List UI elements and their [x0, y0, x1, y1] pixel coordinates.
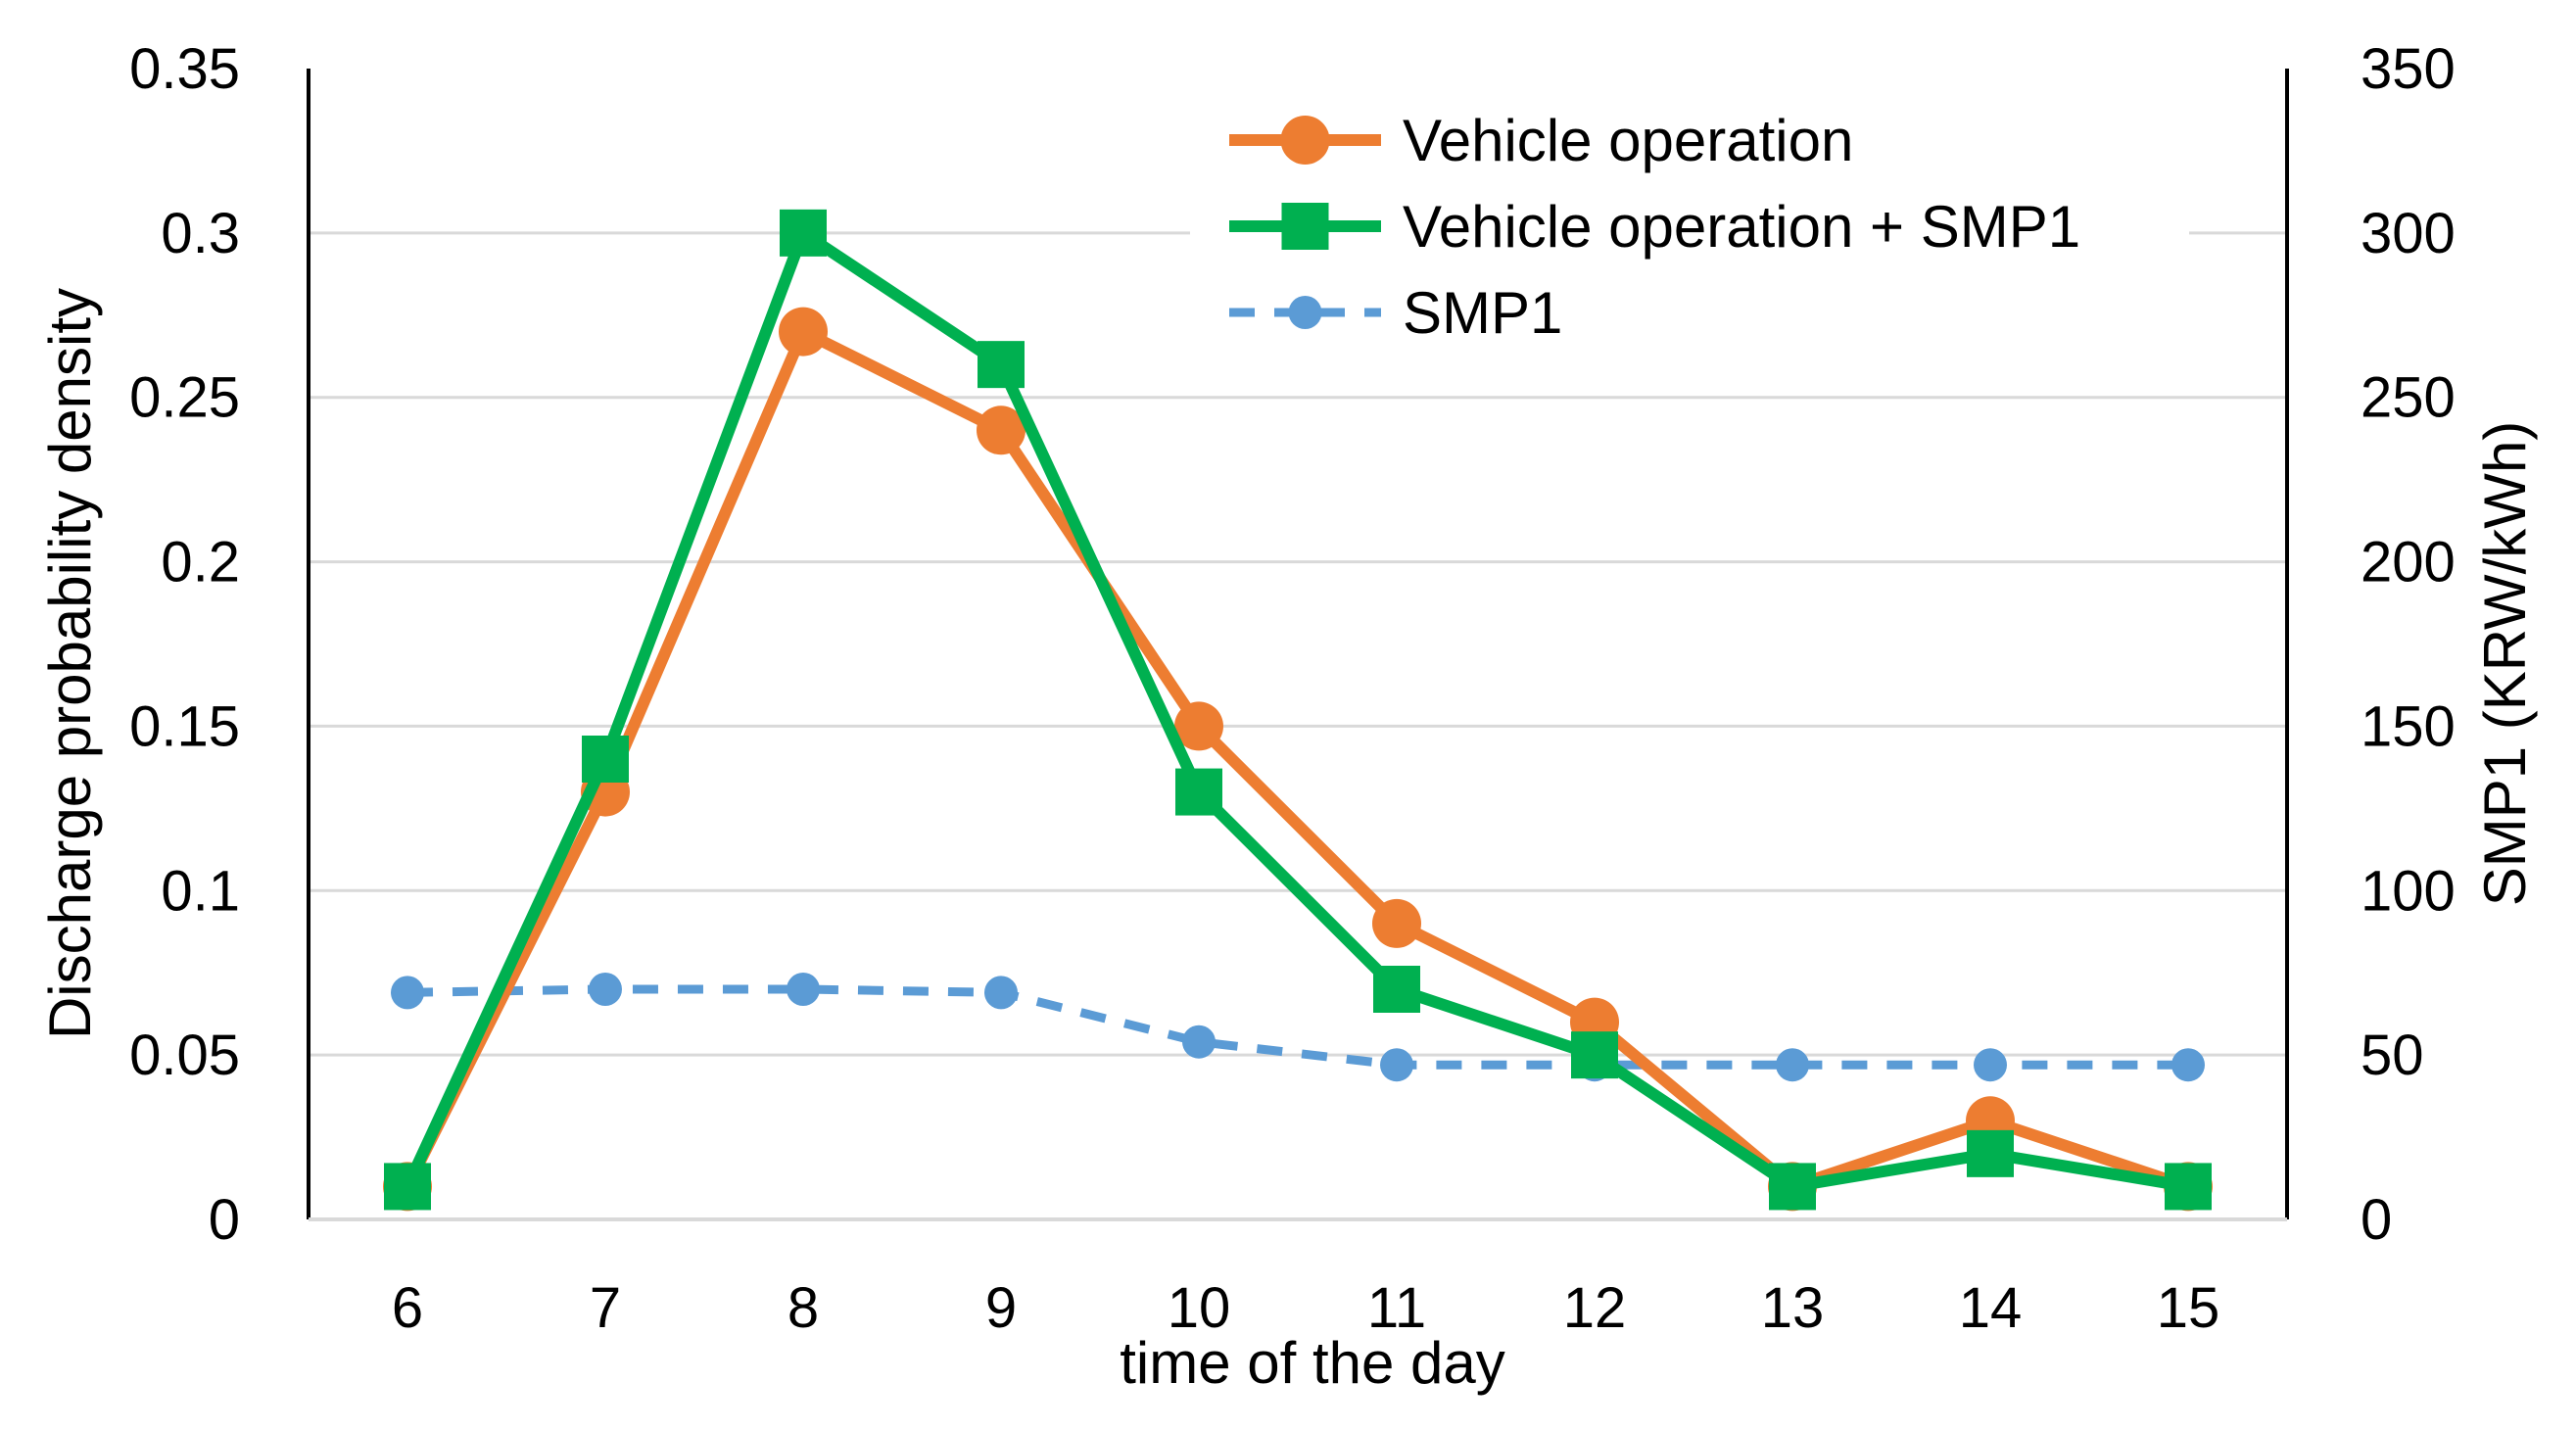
- right-y-tick-label: 100: [2361, 859, 2456, 923]
- right-y-tick-label: 150: [2361, 694, 2456, 758]
- series-line: [402, 226, 2194, 1193]
- x-tick-label: 14: [1959, 1276, 2023, 1340]
- series-line: [406, 984, 2188, 1070]
- data-point: [787, 973, 820, 1006]
- data-point: [1182, 1025, 1216, 1059]
- data-point: [1175, 768, 1222, 816]
- legend-swatch-marker: [1288, 296, 1322, 329]
- x-tick-label: 13: [1761, 1276, 1825, 1340]
- left-y-tick-label: 0.2: [161, 531, 240, 595]
- labels-layer: time of the day Discharge probability de…: [37, 288, 2538, 1396]
- x-tick-label: 6: [392, 1276, 423, 1340]
- data-point: [1967, 1129, 2014, 1177]
- legend-item: Vehicle operation: [1229, 108, 1853, 173]
- data-point: [780, 209, 827, 257]
- left-y-tick-label: 0.05: [129, 1024, 240, 1087]
- data-point: [779, 307, 828, 357]
- legend-label: SMP1: [1403, 280, 1562, 346]
- x-tick-label: 9: [985, 1276, 1017, 1340]
- left-y-tick-label: 0.3: [161, 202, 240, 265]
- data-point: [1769, 1163, 1816, 1211]
- data-point: [1776, 1048, 1809, 1082]
- data-point: [1372, 898, 1421, 948]
- left-y-tick-label: 0.1: [161, 859, 240, 923]
- left-y-tick-label: 0: [209, 1188, 240, 1252]
- axes-layer: 0 0 0.05 50 0.1 100 0.15 150 0.2 200 0.25 250 0.3 300…: [129, 37, 2456, 1340]
- legend-label: Vehicle operation: [1403, 108, 1853, 173]
- legend-item: Vehicle operation + SMP1: [1229, 194, 2080, 260]
- right-y-tick-label: 350: [2361, 37, 2456, 101]
- data-point: [391, 976, 424, 1010]
- series-line: [402, 325, 2194, 1193]
- right-y-tick-label: 250: [2361, 366, 2456, 430]
- right-y-axis-title: SMP1 (KRW/kWh): [2472, 421, 2538, 907]
- data-point: [589, 973, 622, 1006]
- x-tick-label: 12: [1563, 1276, 1627, 1340]
- x-tick-label: 11: [1367, 1276, 1426, 1340]
- series-smp1: [391, 973, 2205, 1082]
- legend-swatch-marker: [1280, 116, 1330, 165]
- left-y-tick-label: 0.25: [129, 366, 240, 430]
- data-point: [1974, 1048, 2007, 1082]
- right-y-tick-label: 50: [2361, 1024, 2424, 1087]
- data-point: [2171, 1048, 2205, 1082]
- data-point: [582, 736, 629, 783]
- legend-swatch-marker: [1281, 203, 1329, 250]
- x-tick-label: 15: [2157, 1276, 2220, 1340]
- data-point: [978, 341, 1025, 389]
- series-layer: [383, 209, 2213, 1212]
- x-axis-title: time of the day: [1120, 1330, 1505, 1396]
- data-point: [1571, 1031, 1618, 1079]
- series-vehicle-operation-smp1: [384, 209, 2212, 1211]
- right-y-tick-label: 200: [2361, 531, 2456, 595]
- legend-item: SMP1: [1229, 280, 1562, 346]
- data-point: [1174, 701, 1223, 751]
- right-y-tick-label: 300: [2361, 202, 2456, 265]
- legend-label: Vehicle operation + SMP1: [1403, 194, 2080, 260]
- x-tick-label: 8: [787, 1276, 819, 1340]
- data-point: [384, 1163, 431, 1211]
- data-point: [1380, 1048, 1413, 1082]
- left-y-tick-label: 0.15: [129, 694, 240, 758]
- data-point: [984, 976, 1018, 1010]
- legend: Vehicle operation Vehicle operation + SMP…: [1190, 93, 2189, 387]
- x-tick-label: 7: [590, 1276, 621, 1340]
- data-point: [977, 405, 1026, 455]
- right-y-tick-label: 0: [2361, 1188, 2392, 1252]
- left-y-axis-title: Discharge probability density: [37, 288, 103, 1039]
- data-point: [1373, 966, 1420, 1013]
- series-vehicle-operation: [383, 307, 2213, 1212]
- left-y-tick-label: 0.35: [129, 37, 240, 101]
- x-tick-label: 10: [1168, 1276, 1231, 1340]
- data-point: [2165, 1163, 2212, 1211]
